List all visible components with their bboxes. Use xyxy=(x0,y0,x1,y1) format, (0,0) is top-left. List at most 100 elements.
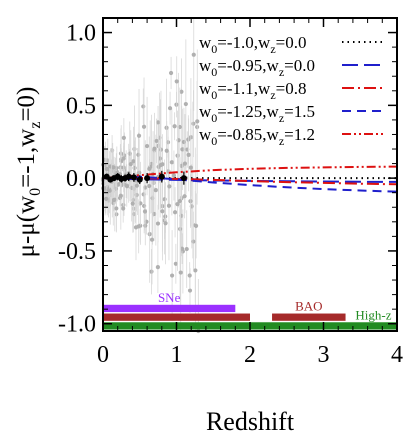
scatter-point xyxy=(111,197,116,203)
legend-label-part: 0 xyxy=(211,42,217,56)
scatter-point xyxy=(107,188,112,193)
legend-label-part: =0.0 xyxy=(276,33,307,52)
scatter-point xyxy=(113,186,118,191)
legend-label-part: z xyxy=(279,111,284,125)
scatter-point xyxy=(141,124,147,129)
scatter-point xyxy=(131,159,136,164)
scatter-point xyxy=(183,101,188,107)
legend-label-part: =-0.95,w xyxy=(217,56,279,75)
scatter-point xyxy=(191,52,196,57)
y-axis-label-sub2: z xyxy=(27,122,44,129)
model-curves xyxy=(102,165,398,193)
scatter-point xyxy=(181,139,187,145)
legend-label-part: 0 xyxy=(211,65,217,79)
y-axis-label: μ-μ(w0=-1,wz=0) xyxy=(13,87,44,258)
legend-label-part: z xyxy=(270,88,275,102)
legend-label-part: z xyxy=(279,134,284,148)
scatter-point xyxy=(151,180,156,185)
y-tick-label-3: -0.5 xyxy=(58,239,96,265)
legend-label-part: 0 xyxy=(211,88,217,102)
y-axis-label-suffix: =0) xyxy=(13,87,40,122)
scatter-point xyxy=(127,151,132,156)
binned-point-10 xyxy=(158,173,165,180)
y-axis-label-prefix: μ-μ(w xyxy=(13,196,40,258)
legend-label-0: w0=-1.0,wz=0.0 xyxy=(199,33,306,56)
series-line-4 xyxy=(102,165,398,180)
scatter-point xyxy=(191,239,196,244)
scatter-point xyxy=(136,224,141,229)
y-axis-label-mid: =-1,w xyxy=(13,129,40,188)
binned-point-9 xyxy=(144,175,151,182)
scatter-point xyxy=(172,124,177,129)
legend-label-part: =-1.1,w xyxy=(217,79,271,98)
scatter-point xyxy=(163,221,168,226)
legend-label-part: z xyxy=(279,65,284,79)
scatter-point xyxy=(114,206,119,211)
scatter-point xyxy=(158,162,163,168)
scatter-point xyxy=(191,121,196,126)
legend-label-part: 0 xyxy=(211,134,217,148)
scatter-point xyxy=(186,152,191,157)
scatter-point xyxy=(141,104,146,109)
scatter-point xyxy=(155,120,161,125)
scatter-point xyxy=(184,246,189,252)
series-line-3 xyxy=(102,175,398,193)
band-2 xyxy=(272,313,346,321)
scatter-point xyxy=(172,210,178,215)
scatter-point xyxy=(174,79,179,84)
scatter-point xyxy=(167,184,172,189)
scatter-point xyxy=(177,198,182,204)
scatter-point xyxy=(178,270,183,275)
legend: w0=-1.0,wz=0.0w0=-0.95,wz=0.0w0=-1.1,wz=… xyxy=(199,33,386,148)
legend-label-2: w0=-1.1,wz=0.8 xyxy=(199,79,306,102)
binned-point-11 xyxy=(180,175,187,182)
scatter-point xyxy=(168,70,174,76)
scatter-point xyxy=(175,202,180,207)
band-label-2: BAO xyxy=(295,299,322,314)
legend-label-part: =1.2 xyxy=(284,125,315,144)
scatter-point xyxy=(182,161,188,166)
scatter-point xyxy=(104,196,109,201)
legend-label-part: 0 xyxy=(211,111,217,125)
scatter-point xyxy=(182,194,187,199)
scatter-point xyxy=(147,232,152,237)
legend-label-part: =0.0 xyxy=(284,56,315,75)
scatter-point xyxy=(144,143,150,149)
legend-label-part: w xyxy=(199,56,212,75)
scatter-point xyxy=(169,160,174,165)
y-tick-label-1: 0.5 xyxy=(66,93,96,119)
legend-label-1: w0=-0.95,wz=0.0 xyxy=(199,56,315,79)
binned-point-6 xyxy=(125,173,132,180)
scatter-point xyxy=(155,265,160,270)
legend-label-part: =1.5 xyxy=(284,102,315,121)
legend-label-part: w xyxy=(199,33,212,52)
y-tick-label-4: -1.0 xyxy=(58,312,96,338)
x-tick-label-3: 3 xyxy=(318,342,330,368)
legend-label-part: =-1.0,w xyxy=(217,33,271,52)
x-tick-label-2: 2 xyxy=(244,342,256,368)
band-label-3: High-z xyxy=(355,307,391,322)
scatter-point xyxy=(180,147,185,152)
scatter-point xyxy=(153,188,158,193)
scatter-point xyxy=(167,106,173,111)
band-1 xyxy=(103,313,250,321)
scatter-point xyxy=(171,173,177,178)
scatter-point xyxy=(164,148,169,153)
scatter-point xyxy=(121,206,126,211)
scatter-point xyxy=(187,273,192,278)
scatter-point xyxy=(136,133,142,138)
scatter-point xyxy=(142,209,148,214)
scatter-point xyxy=(134,183,139,188)
binned-point-8 xyxy=(136,176,143,183)
scatter-point xyxy=(130,201,135,206)
legend-label-part: z xyxy=(270,42,275,56)
legend-label-part: =-0.85,w xyxy=(217,125,279,144)
scatter-point xyxy=(173,261,178,266)
scatter-point xyxy=(188,165,193,170)
y-axis-label-sub1: 0 xyxy=(27,188,44,196)
scatter-point xyxy=(149,237,155,242)
scatter-point xyxy=(187,288,193,293)
axis-ticks: 0 1 2 3 4 1.0 0.5 0.0 -0.5 -1.0 xyxy=(58,18,403,368)
x-tick-label-0: 0 xyxy=(97,342,109,368)
